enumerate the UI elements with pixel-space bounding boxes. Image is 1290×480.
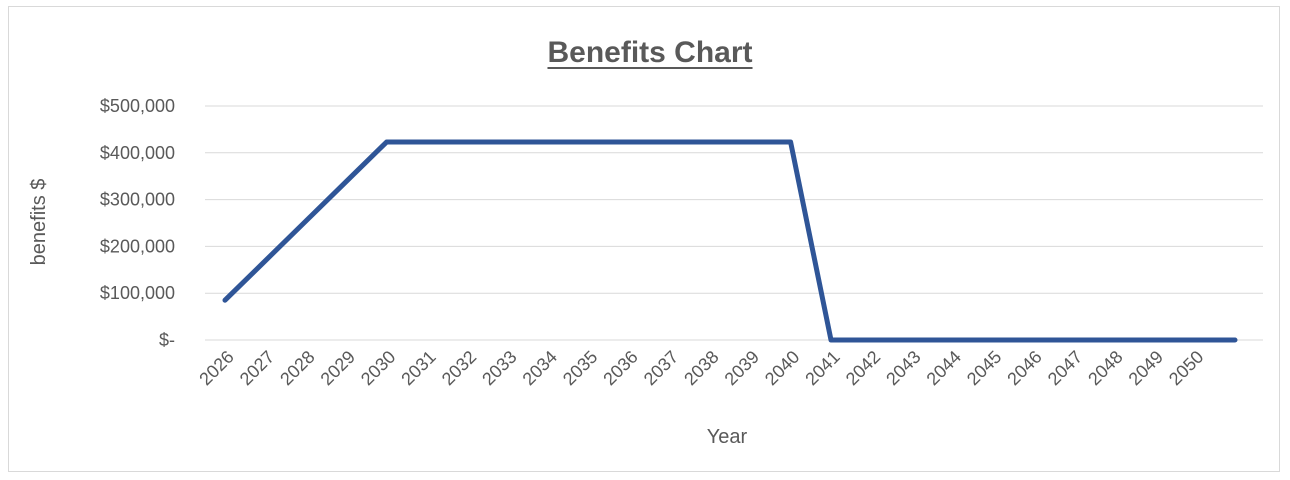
x-tick-label: 2028 xyxy=(276,347,318,389)
x-tick-label: 2038 xyxy=(680,347,722,389)
x-tick-labels: 2026202720282029203020312032203320342035… xyxy=(195,347,1207,389)
x-tick-label: 2041 xyxy=(801,347,843,389)
x-tick-label: 2027 xyxy=(236,347,278,389)
x-tick-label: 2047 xyxy=(1044,347,1086,389)
x-tick-label: 2039 xyxy=(721,347,763,389)
x-tick-label: 2026 xyxy=(195,347,237,389)
x-tick-label: 2037 xyxy=(640,347,682,389)
y-tick-label: $100,000 xyxy=(100,283,175,303)
y-tick-label: $500,000 xyxy=(100,96,175,116)
x-tick-label: 2050 xyxy=(1165,347,1207,389)
x-tick-label: 2032 xyxy=(438,347,480,389)
x-tick-label: 2044 xyxy=(923,347,965,389)
y-tick-label: $300,000 xyxy=(100,190,175,210)
x-tick-label: 2029 xyxy=(317,347,359,389)
y-tick-labels: $- $100,000 $200,000 $300,000 $400,000 $500,0… xyxy=(100,96,175,350)
x-tick-label: 2034 xyxy=(519,347,561,389)
y-axis-label: benefits $ xyxy=(28,179,50,266)
x-tick-label: 2043 xyxy=(882,347,924,389)
y-tick-label: $400,000 xyxy=(100,143,175,163)
x-tick-label: 2048 xyxy=(1084,347,1126,389)
x-tick-label: 2046 xyxy=(1003,347,1045,389)
chart-frame xyxy=(8,6,1280,472)
x-axis-label: Year xyxy=(707,426,748,448)
x-tick-label: 2033 xyxy=(478,347,520,389)
x-tick-label: 2040 xyxy=(761,347,803,389)
x-tick-label: 2049 xyxy=(1125,347,1167,389)
series-line-0 xyxy=(222,139,1238,343)
x-tick-label: 2030 xyxy=(357,347,399,389)
series-layer xyxy=(222,139,1238,343)
y-tick-label: $200,000 xyxy=(100,236,175,256)
chart-title: Benefits Chart xyxy=(547,36,752,69)
x-tick-label: 2036 xyxy=(599,347,641,389)
x-tick-label: 2042 xyxy=(842,347,884,389)
y-tick-label: $- xyxy=(159,330,175,350)
x-tick-label: 2035 xyxy=(559,347,601,389)
x-tick-label: 2045 xyxy=(963,347,1005,389)
x-tick-label: 2031 xyxy=(397,347,439,389)
